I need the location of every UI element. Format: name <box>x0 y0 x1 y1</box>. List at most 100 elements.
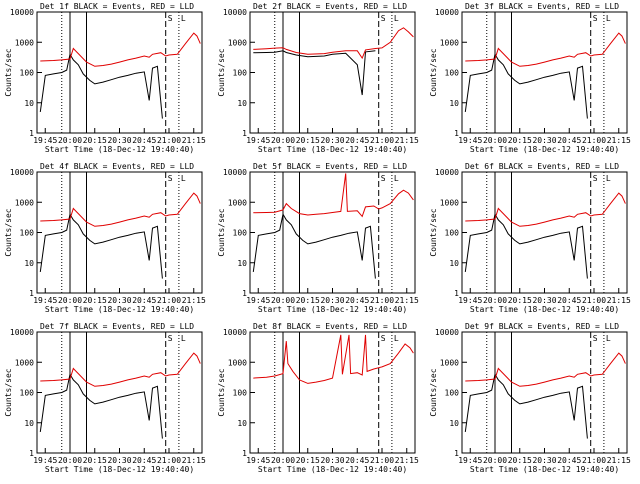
y-tick-label: 10000 <box>223 168 247 177</box>
x-tick-label: 20:45 <box>345 296 369 305</box>
x-axis-label: Start Time (18-Dec-12 19:40:40) <box>45 145 194 154</box>
y-tick-label: 10000 <box>435 168 459 177</box>
y-axis-label: Counts/sec <box>217 48 226 96</box>
y-tick-label: 100 <box>445 229 460 238</box>
x-tick-label: 20:15 <box>296 136 320 145</box>
detector-panel: 1 10 100 1000 10000 19:45 20:00 20:15 20:30 20:45… <box>4 2 206 154</box>
y-tick-label: 1 <box>29 289 34 298</box>
x-tick-label: 19:45 <box>458 296 482 305</box>
y-tick-label: 100 <box>20 229 35 238</box>
y-tick-label: 1000 <box>228 358 247 367</box>
x-axis-label: Start Time (18-Dec-12 19:40:40) <box>45 305 194 314</box>
x-tick-label: 20:15 <box>83 136 107 145</box>
detector-panel: 1 10 100 1000 10000 19:45 20:00 20:15 20:30 20:45… <box>217 2 419 154</box>
x-axis-label: Start Time (18-Dec-12 19:40:40) <box>258 145 407 154</box>
x-axis-label: Start Time (18-Dec-12 19:40:40) <box>470 305 619 314</box>
x-tick-label: 19:45 <box>246 296 270 305</box>
marker-s-label: S <box>168 334 173 343</box>
detector-panel: 1 10 100 1000 10000 19:45 20:00 20:15 20:30 20:45… <box>4 162 206 314</box>
y-tick-label: 10 <box>237 259 247 268</box>
y-tick-label: 1000 <box>228 198 247 207</box>
y-tick-label: 100 <box>20 69 35 78</box>
lld-series-line <box>465 192 626 227</box>
y-tick-label: 100 <box>445 69 460 78</box>
x-tick-label: 20:15 <box>508 136 532 145</box>
y-tick-label: 10 <box>24 419 34 428</box>
y-tick-label: 1 <box>29 449 34 458</box>
detector-panel: 1 10 100 1000 10000 19:45 20:00 20:15 20:30 20:45… <box>217 162 419 314</box>
x-tick-label: 20:45 <box>557 136 581 145</box>
x-tick-label: 21:15 <box>395 136 419 145</box>
y-tick-label: 1000 <box>15 38 34 47</box>
x-tick-label: 20:00 <box>58 296 82 305</box>
y-tick-label: 1000 <box>440 38 459 47</box>
x-tick-label: 20:15 <box>508 296 532 305</box>
x-tick-label: 19:45 <box>33 296 57 305</box>
y-tick-label: 1 <box>242 289 247 298</box>
x-tick-label: 21:15 <box>607 456 631 465</box>
marker-s-label: S <box>381 14 386 23</box>
x-tick-label: 19:45 <box>458 456 482 465</box>
x-tick-label: 20:30 <box>532 456 556 465</box>
x-tick-label: 21:00 <box>370 136 394 145</box>
x-axis-label: Start Time (18-Dec-12 19:40:40) <box>470 145 619 154</box>
lld-series-line <box>40 352 201 387</box>
y-axis-label: Counts/sec <box>217 368 226 416</box>
marker-l-label: L <box>606 174 611 183</box>
y-tick-label: 1 <box>242 129 247 138</box>
x-tick-label: 19:45 <box>458 136 482 145</box>
y-tick-label: 1000 <box>440 198 459 207</box>
y-tick-label: 10000 <box>223 328 247 337</box>
y-tick-label: 10 <box>449 419 459 428</box>
x-tick-label: 20:00 <box>271 136 295 145</box>
x-tick-label: 21:00 <box>582 296 606 305</box>
events-series-line <box>464 372 588 439</box>
y-tick-label: 100 <box>233 229 248 238</box>
marker-s-label: S <box>593 174 598 183</box>
events-series-line <box>39 52 163 119</box>
lld-series-line <box>465 352 626 387</box>
x-tick-label: 21:00 <box>370 456 394 465</box>
marker-l-label: L <box>394 334 399 343</box>
y-tick-label: 10 <box>449 259 459 268</box>
x-tick-label: 20:45 <box>132 456 156 465</box>
x-tick-label: 20:15 <box>83 296 107 305</box>
chart-title: Det 2f BLACK = Events, RED = LLD <box>253 2 407 11</box>
marker-l-label: L <box>181 174 186 183</box>
lld-series-line <box>40 192 201 227</box>
y-axis-label: Counts/sec <box>429 48 438 96</box>
x-tick-label: 20:00 <box>58 136 82 145</box>
x-tick-label: 21:00 <box>157 136 181 145</box>
y-tick-label: 100 <box>445 389 460 398</box>
lld-series-line <box>40 32 201 67</box>
x-tick-label: 21:15 <box>182 456 206 465</box>
x-tick-label: 20:15 <box>508 456 532 465</box>
detector-panel: 1 10 100 1000 10000 19:45 20:00 20:15 20:30 20:45… <box>429 2 631 154</box>
x-tick-label: 20:45 <box>132 296 156 305</box>
y-tick-label: 10000 <box>10 8 34 17</box>
y-tick-label: 10000 <box>10 328 34 337</box>
y-axis-label: Counts/sec <box>217 208 226 256</box>
y-axis-label: Counts/sec <box>4 368 13 416</box>
chart-title: Det 3f BLACK = Events, RED = LLD <box>465 2 619 11</box>
x-axis-label: Start Time (18-Dec-12 19:40:40) <box>45 465 194 474</box>
x-tick-label: 20:00 <box>271 296 295 305</box>
x-tick-label: 21:00 <box>582 136 606 145</box>
x-tick-label: 20:30 <box>320 136 344 145</box>
y-tick-label: 1000 <box>440 358 459 367</box>
x-tick-label: 21:15 <box>607 296 631 305</box>
y-tick-label: 10000 <box>223 8 247 17</box>
x-axis-label: Start Time (18-Dec-12 19:40:40) <box>258 465 407 474</box>
x-tick-label: 20:00 <box>58 456 82 465</box>
y-tick-label: 10000 <box>10 168 34 177</box>
lld-series-line <box>253 334 414 384</box>
y-axis-label: Counts/sec <box>429 368 438 416</box>
x-tick-label: 21:15 <box>395 456 419 465</box>
y-tick-label: 1000 <box>15 198 34 207</box>
chart-title: Det 5f BLACK = Events, RED = LLD <box>253 162 407 171</box>
x-tick-label: 20:45 <box>345 136 369 145</box>
x-tick-label: 21:00 <box>157 456 181 465</box>
y-tick-label: 1 <box>454 289 459 298</box>
y-tick-label: 1 <box>242 449 247 458</box>
